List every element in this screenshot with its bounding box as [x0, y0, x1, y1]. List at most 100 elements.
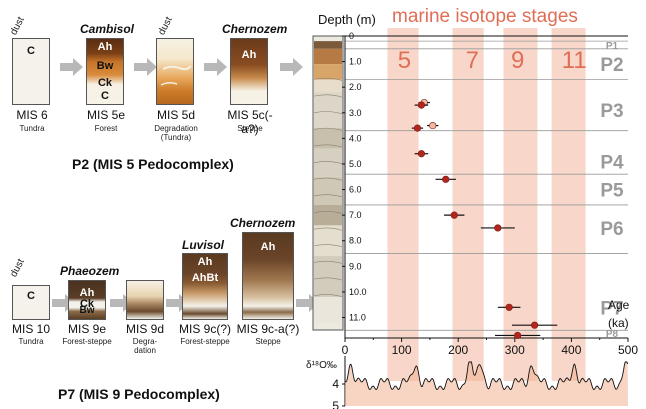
- age-tick-label: 200: [448, 343, 468, 357]
- age-axis-label: Age: [608, 298, 630, 312]
- soil-type-label: Phaeozem: [60, 264, 120, 278]
- stage-number: 7: [466, 47, 479, 74]
- depth-tick-label: 3.0: [349, 108, 362, 118]
- depth-tick-label: 4.0: [349, 133, 362, 143]
- horizon-label: Ah: [79, 287, 95, 299]
- column-lamination: [313, 211, 343, 214]
- environment-label: Steppe: [255, 337, 281, 346]
- age-point: [494, 224, 502, 232]
- horizon-label: C: [27, 45, 35, 57]
- soil-type-label: Chernozem: [230, 216, 296, 230]
- pedocomplex-title: P7 (MIS 9 Pedocomplex): [58, 386, 220, 402]
- soil-type-label: Chernozem: [222, 22, 288, 36]
- column-lamination: [313, 177, 343, 181]
- environment-label: Degra- dation: [132, 337, 158, 355]
- age-point: [417, 101, 426, 109]
- horizon-label: C: [101, 90, 109, 102]
- horizon-label: Ck: [97, 77, 113, 89]
- column-layer: [314, 148, 342, 177]
- column-lamination: [313, 127, 343, 131]
- depth-tick-label: 1.0: [349, 57, 362, 67]
- soil-profile-mis5c: Ah: [230, 38, 268, 105]
- age-point: [505, 303, 513, 311]
- soil-profile-mis9e: Ah Bw: [68, 280, 106, 320]
- mis-label: MIS 9c-a(?): [236, 322, 300, 336]
- stratigraphic-column: [312, 35, 344, 331]
- dust-label: dust: [156, 15, 175, 37]
- age-point: [417, 150, 426, 158]
- column-lamination: [313, 277, 343, 281]
- horizon-label: Ah: [241, 49, 257, 61]
- column-lamination: [313, 77, 343, 81]
- column-layer: [314, 48, 342, 65]
- stage-number: 11: [562, 47, 587, 74]
- horizon-label: Ck: [79, 298, 95, 310]
- isotope-curve: [344, 361, 629, 391]
- environment-label: Forest-steppe: [62, 337, 112, 346]
- column-layer: [314, 79, 342, 93]
- stage-number: 9: [511, 47, 524, 74]
- chart-title: marine isotope stages: [392, 6, 578, 27]
- environment-label: Degradation (Tundra): [154, 124, 198, 142]
- depth-tick-label: 10.0: [349, 287, 367, 297]
- horizon-label: Bw: [96, 60, 114, 72]
- soil-profile-mis5d: [156, 38, 194, 105]
- stage-band: [503, 28, 538, 381]
- mis-label: MIS 5d: [156, 108, 195, 122]
- mis-label: MIS 5c(-a?): [227, 108, 273, 136]
- depth-tick-label: 5.0: [349, 159, 362, 169]
- age-axis-unit: (ka): [608, 316, 629, 330]
- mis-label: MIS 10: [11, 322, 50, 336]
- depth-axis-label: Depth (m): [318, 12, 376, 27]
- horizon-label: Bw: [79, 305, 95, 316]
- isotope-tick-label: 4: [332, 377, 339, 391]
- column-lamination: [313, 144, 343, 148]
- age-point: [450, 211, 458, 219]
- isotope-axis-label: δ¹⁸O‰: [306, 360, 337, 371]
- column-lamination: [313, 111, 343, 115]
- soil-type-label: Luvisol: [182, 238, 225, 252]
- stage-band: [452, 28, 484, 381]
- age-point: [442, 175, 450, 183]
- depth-tick-label: 2.0: [349, 82, 362, 92]
- stage-band: [551, 28, 586, 381]
- age-tick-label: 300: [505, 343, 525, 357]
- column-lamination: [313, 94, 343, 98]
- horizon-label: Ah: [197, 256, 213, 268]
- column-layer: [314, 128, 342, 149]
- depth-tick-label: 0: [349, 31, 354, 41]
- pedocomplex-unit-label: P8: [606, 329, 619, 340]
- environment-label: Forest-steppe: [180, 337, 230, 346]
- age-point: [420, 98, 428, 107]
- pedocomplex-unit-label: P3: [600, 101, 623, 122]
- mis-label: MIS 9d: [125, 322, 164, 336]
- soil-type-label: Cambisol: [80, 22, 135, 36]
- stage-band: [387, 28, 419, 381]
- horizon-label: AhBt: [191, 272, 219, 284]
- stage-number: 5: [398, 47, 411, 74]
- isotope-tick-label: 5: [332, 399, 339, 409]
- age-tick-label: 500: [618, 343, 638, 357]
- depth-tick-label: 8.0: [349, 236, 362, 246]
- horizon-label: Ah: [97, 41, 113, 53]
- soil-profile-mis10: C: [12, 285, 50, 320]
- pedocomplex-unit-label: P5: [600, 181, 624, 202]
- column-layer: [314, 256, 342, 298]
- age-point: [514, 331, 522, 340]
- age-point: [413, 124, 422, 132]
- age-tick-label: 0: [342, 343, 349, 357]
- dust-label: dust: [8, 257, 27, 279]
- column-layer: [314, 41, 342, 49]
- column-layer: [314, 92, 342, 129]
- pedocomplex-unit-label: P1: [606, 41, 619, 52]
- depth-tick-label: 6.0: [349, 185, 362, 195]
- depth-tick-label: 7.0: [349, 210, 362, 220]
- isotope-fill: [345, 362, 628, 406]
- column-lamination: [313, 194, 343, 198]
- soil-profile-mis9d: [126, 280, 164, 320]
- depth-tick-label: 11.0: [349, 313, 366, 323]
- column-lamination: [313, 260, 343, 264]
- soil-profile-mis9c: Ah AhBt: [182, 253, 228, 320]
- soil-profile-mis9ca: Ah: [242, 232, 294, 320]
- age-point: [531, 321, 539, 329]
